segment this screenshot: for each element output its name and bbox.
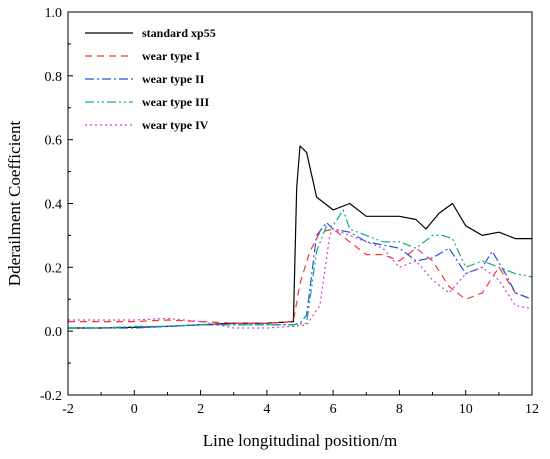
series-lines (68, 145, 533, 329)
x-tick-label: 6 (330, 402, 337, 417)
x-tick-label: 0 (131, 402, 138, 417)
legend-label-2: wear type I (142, 49, 200, 63)
x-tick-label: 2 (197, 402, 204, 417)
plot-frame (67, 11, 533, 396)
x-tick-label: 8 (396, 402, 403, 417)
x-axis-label: Line longitudinal position/m (203, 431, 398, 450)
y-tick-label: 0.6 (45, 134, 63, 149)
legend-label-3: wear type II (142, 72, 205, 86)
x-tick-label: 4 (263, 402, 270, 417)
series-line-3 (68, 222, 533, 329)
x-tick-label: -2 (62, 402, 74, 417)
series-line-2 (68, 228, 533, 324)
series-line-1 (68, 145, 532, 329)
y-tick-label: 1.0 (45, 6, 63, 21)
y-tick-label: 0.4 (45, 198, 63, 213)
y-tick-label: -0.2 (40, 389, 62, 404)
y-axis-label: Dderailment Coefficient (5, 121, 24, 287)
legend-label-4: wear type III (142, 95, 209, 109)
legend-label-1: standard xp55 (142, 26, 216, 40)
x-tick-label: 10 (459, 402, 473, 417)
y-tick-label: 0.0 (45, 325, 63, 340)
legend-label-5: wear type IV (142, 118, 209, 132)
series-line-5 (68, 228, 533, 329)
x-tick-label: 12 (525, 402, 539, 417)
series-line-4 (68, 209, 533, 329)
y-tick-label: 0.8 (45, 70, 63, 85)
y-tick-label: 0.2 (45, 261, 63, 276)
legend: standard xp55 wear type I wear type II wear… (85, 26, 216, 132)
axis-ticks: -2 0 2 4 6 8 10 12 -0.2 0.0 0.2 0.4 0.6 0.8 1.0 (40, 6, 539, 417)
